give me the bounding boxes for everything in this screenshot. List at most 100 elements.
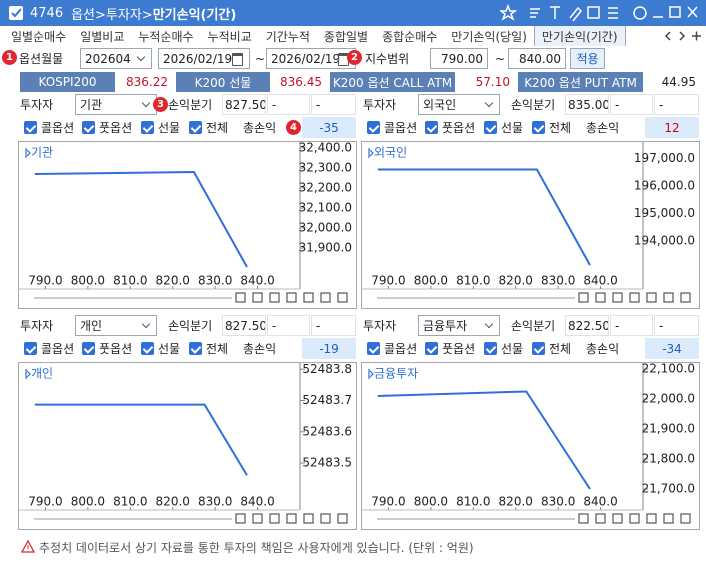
tool-icon: [595, 292, 606, 303]
x-tick-label: 800.0: [414, 274, 448, 288]
tool-icon: [680, 292, 691, 303]
index-to[interactable]: 840.00: [508, 48, 566, 69]
footer-row: 추정치 데이터로서 상기 자료를 통한 투자의 책임은 사용자에게 있습니다. …: [20, 538, 620, 556]
investor-select[interactable]: 금융투자: [418, 315, 500, 336]
tool-icon: [612, 292, 623, 303]
chart: 32,400.0 32,300.0 32,200.0 32,100.0 32,000.0…: [18, 141, 357, 309]
checkbox[interactable]: 콜옵션: [367, 117, 423, 138]
checkbox[interactable]: 콜옵션: [367, 338, 423, 359]
y-tick-label: 21,900.0: [642, 422, 695, 436]
label: 손익분기: [168, 319, 213, 333]
x-tick-label: 790.0: [371, 495, 405, 509]
x-tick-label: 790.0: [371, 274, 405, 288]
breakeven-value: -: [311, 315, 356, 336]
y-tick-label: 32,400.0: [299, 141, 352, 155]
footer-note: 추정치 데이터로서 상기 자료를 통한 투자의 책임은 사용자에게 있습니다. …: [39, 540, 474, 555]
legend-label: 기관: [31, 146, 53, 160]
total-value: 12: [645, 117, 699, 138]
label: 투자자: [363, 98, 397, 112]
tab[interactable]: 기간누적: [265, 29, 310, 44]
checkbox[interactable]: 풋옵션: [425, 338, 481, 359]
breakeven-value: -: [267, 94, 310, 115]
x-tick-label: 840.0: [240, 495, 274, 509]
y-tick-label: 52483.8: [302, 362, 352, 376]
checkbox[interactable]: 풋옵션: [425, 117, 481, 138]
warning-icon: [20, 539, 36, 553]
badge: 1: [2, 50, 17, 65]
index-from[interactable]: 790.00: [430, 48, 488, 69]
x-tick-label: 790.0: [28, 274, 62, 288]
x-tick-label: 830.0: [198, 495, 232, 509]
label: 총손익: [586, 342, 620, 356]
tab[interactable]: 누적순매수: [138, 29, 194, 44]
label: 옵션월물: [19, 52, 64, 66]
y-tick-label: 52483.7: [302, 393, 352, 407]
legend-marker: [368, 369, 374, 379]
market-label: K200 선물: [176, 72, 270, 92]
tool-icon: [269, 292, 280, 303]
y-tick-label: 196,000.0: [634, 178, 695, 192]
tool-icon: [337, 513, 348, 524]
tab[interactable]: 누적비교: [207, 29, 252, 44]
x-tick-label: 830.0: [541, 495, 575, 509]
tab[interactable]: 일별순매수: [11, 29, 67, 44]
tool-icon: [269, 513, 280, 524]
breakeven-value: -: [311, 94, 356, 115]
tool-icon: [303, 513, 314, 524]
tool-icon: [629, 292, 640, 303]
x-tick-label: 810.0: [456, 274, 490, 288]
checkbox[interactable]: 선물: [484, 117, 540, 138]
breakeven-value: -: [654, 94, 699, 115]
tool-icon: [578, 292, 589, 303]
market-value: 57.10: [455, 72, 514, 92]
screen-code: 4746: [30, 5, 64, 21]
line-series: [34, 170, 248, 268]
checkbox[interactable]: 선물: [484, 338, 540, 359]
tab[interactable]: 만기손익(기간): [533, 26, 626, 46]
checkbox[interactable]: 전체: [189, 338, 245, 359]
checkbox[interactable]: 전체: [532, 117, 588, 138]
y-tick-label: 52483.5: [302, 456, 352, 470]
checkbox[interactable]: 전체: [532, 338, 588, 359]
x-tick-label: 820.0: [499, 274, 533, 288]
checkbox[interactable]: 풋옵션: [82, 338, 138, 359]
tool-icon: [320, 292, 331, 303]
title-icons[interactable]: [500, 4, 700, 22]
tab-scroll[interactable]: [662, 28, 704, 44]
y-tick-label: 31,900.0: [299, 241, 352, 255]
investor-select[interactable]: 개인: [75, 315, 157, 336]
checkbox[interactable]: 전체: [189, 117, 245, 138]
tab-bar: 일별순매수 일별비교 누적순매수 누적비교 기간누적 종합일별 종합순매수 만기손익(당일) 만…: [4, 26, 660, 46]
start-date[interactable]: 2026/02/19: [158, 48, 250, 69]
investor-select[interactable]: 외국인: [418, 94, 500, 115]
legend-label: 개인: [31, 367, 53, 381]
tool-icon: [252, 513, 263, 524]
checkbox[interactable]: 콜옵션: [24, 117, 80, 138]
screen-name: 만기손익(기간): [152, 7, 237, 23]
legend-marker: [25, 148, 31, 158]
market-label: K200 옵션 CALL ATM: [330, 72, 455, 92]
legend-label: 금융투자: [374, 367, 418, 381]
line-series: [34, 403, 248, 476]
breakeven-value: 827.50: [222, 315, 266, 336]
label: 손익분기: [511, 319, 556, 333]
end-date[interactable]: 2026/02/19: [266, 48, 356, 69]
checkbox[interactable]: 풋옵션: [82, 117, 138, 138]
x-tick-label: 800.0: [414, 495, 448, 509]
market-value: 836.45: [270, 72, 326, 92]
market-label: K200 옵션 PUT ATM: [518, 72, 643, 92]
month-select[interactable]: 202604: [80, 48, 152, 69]
checkbox[interactable]: 선물: [141, 117, 197, 138]
tab[interactable]: 종합순매수: [382, 29, 438, 44]
tab[interactable]: 일별비교: [80, 29, 125, 44]
window-checkbox[interactable]: [0, 0, 30, 26]
label: 총손익: [243, 342, 277, 356]
tool-icon: [286, 292, 297, 303]
tab[interactable]: 종합일별: [323, 29, 369, 44]
apply-button[interactable]: 적용: [570, 48, 605, 69]
tab[interactable]: 만기손익(당일): [451, 29, 527, 44]
legend-marker: [25, 369, 31, 379]
checkbox[interactable]: 콜옵션: [24, 338, 80, 359]
checkbox[interactable]: 선물: [141, 338, 197, 359]
investor-select[interactable]: 기관: [75, 94, 157, 115]
